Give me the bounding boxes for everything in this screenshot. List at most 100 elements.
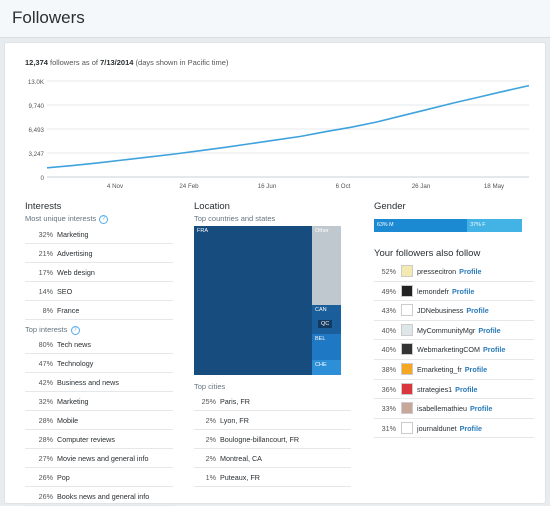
item-name: Boulogne-billancourt, FR	[220, 435, 300, 444]
item-name: Pop	[57, 473, 70, 482]
profile-link[interactable]: Profile	[482, 345, 506, 355]
list-item: 42% Business and news	[25, 373, 173, 392]
profile-link[interactable]: Profile	[466, 306, 489, 316]
item-percent: 27%	[38, 454, 53, 463]
list-item: 26% Books news and general info	[25, 487, 173, 506]
follow-item: 31% journaldunet Profile	[374, 419, 534, 439]
item-percent: 14%	[38, 287, 53, 296]
avatar[interactable]	[401, 362, 413, 375]
follow-percent: 31%	[381, 423, 396, 433]
item-percent: 80%	[38, 340, 53, 349]
item-percent: 21%	[38, 249, 53, 258]
help-icon[interactable]: ?	[70, 326, 80, 335]
avatar[interactable]	[401, 304, 413, 317]
unique-interests-list: 32% Marketing 21% Advertising 17% Web design 1…	[25, 225, 173, 320]
account-name[interactable]: lemondefr	[417, 286, 449, 296]
item-percent: 28%	[38, 435, 53, 444]
gender-title: Gender	[374, 201, 406, 212]
avatar[interactable]	[401, 421, 413, 434]
follow-percent: 38%	[381, 364, 396, 374]
item-name: Marketing	[57, 397, 89, 406]
y-tick-label: 0	[41, 175, 45, 182]
account-name[interactable]: isabellemathieu	[417, 404, 467, 414]
treemap-can[interactable]: CAN	[312, 305, 341, 319]
follow-item: 40% MyCommunityMgr Profile	[374, 321, 534, 341]
follow-percent: 36%	[381, 384, 396, 394]
item-percent: 2%	[205, 454, 216, 463]
account-name[interactable]: strategies1	[417, 384, 453, 394]
followers-summary: 12,374 followers as of 7/13/2014 (days s…	[25, 58, 228, 67]
location-treemap: FRA Other CAN QC BEL CHE	[194, 226, 341, 375]
account-name[interactable]: JDNebusiness	[417, 306, 464, 316]
help-icon[interactable]: ?	[99, 215, 109, 224]
profile-link[interactable]: Profile	[464, 364, 488, 374]
follow-item: 38% Emarketing_fr Profile	[374, 360, 534, 380]
avatar[interactable]	[401, 284, 413, 297]
item-name: Technology	[57, 359, 94, 368]
item-percent: 26%	[38, 492, 53, 501]
x-tick-label: 24 Feb	[179, 183, 199, 190]
follow-percent: 33%	[381, 404, 396, 414]
summary-note: (days shown in Pacific time)	[133, 58, 229, 67]
item-name: SEO	[57, 287, 73, 296]
account-name[interactable]: journaldunet	[417, 423, 457, 433]
item-name: Computer reviews	[57, 435, 115, 444]
treemap-qc[interactable]: QC	[318, 320, 333, 328]
followers-line-chart: 13.0K 9,740 6,493 3,247 0 4 Nov 24 Feb 16 Jun 6 …	[28, 79, 530, 190]
treemap-che[interactable]: CHE	[312, 360, 341, 375]
avatar[interactable]	[401, 382, 413, 395]
gender-bar: 63% M 37% F	[374, 219, 522, 232]
avatar[interactable]	[401, 402, 413, 415]
follow-percent: 40%	[381, 325, 396, 335]
treemap-other[interactable]: Other	[312, 226, 341, 305]
followers-series-line	[46, 84, 530, 169]
x-tick-label: 4 Nov	[107, 183, 124, 190]
also-follow-title: Your followers also follow	[374, 248, 481, 259]
unique-interests-label: Most unique interests?	[25, 214, 109, 224]
list-item: 28% Mobile	[25, 411, 173, 430]
profile-link[interactable]: Profile	[478, 325, 501, 335]
item-percent: 1%	[205, 473, 216, 482]
follower-count: 12,374	[25, 58, 48, 67]
profile-link[interactable]: Profile	[455, 384, 478, 394]
gender-female: 37% F	[467, 219, 522, 232]
item-name: Montreal, CA	[220, 454, 262, 463]
profile-link[interactable]: Profile	[459, 423, 482, 433]
x-tick-label: 6 Oct	[336, 183, 351, 190]
follow-item: 36% strategies1 Profile	[374, 380, 534, 400]
follow-item: 40% WebmarketingCOM Profile	[374, 340, 534, 360]
follow-item: 33% isabellemathieu Profile	[374, 399, 534, 419]
item-name: Books news and general info	[57, 492, 150, 501]
list-item: 32% Marketing	[25, 225, 173, 244]
page-header: Followers	[0, 0, 550, 38]
top-interests-label: Top interests?	[25, 325, 80, 335]
item-percent: 47%	[38, 359, 53, 368]
top-interests-list: 80% Tech news 47% Technology 42% Business and…	[25, 335, 173, 506]
treemap-fra[interactable]: FRA	[194, 226, 312, 375]
account-name[interactable]: Emarketing_fr	[417, 364, 462, 374]
profile-link[interactable]: Profile	[459, 267, 482, 276]
item-name: Tech news	[57, 340, 91, 349]
treemap-bel[interactable]: BEL	[312, 334, 341, 360]
account-name[interactable]: pressecitron	[417, 267, 457, 276]
avatar[interactable]	[401, 323, 413, 336]
summary-text: followers as of	[47, 58, 101, 67]
profile-link[interactable]: Profile	[469, 404, 493, 414]
followers-panel: 12,374 followers as of 7/13/2014 (days s…	[4, 42, 546, 506]
item-name: Mobile	[57, 416, 79, 425]
item-percent: 8%	[42, 306, 53, 315]
avatar[interactable]	[401, 265, 413, 277]
account-name[interactable]: MyCommunityMgr	[417, 325, 476, 335]
account-name[interactable]: WebmarketingCOM	[417, 345, 480, 355]
profile-link[interactable]: Profile	[451, 286, 475, 296]
list-item: 1% Puteaux, FR	[194, 468, 351, 487]
summary-date: 7/13/2014	[100, 58, 134, 67]
item-percent: 2%	[205, 416, 216, 425]
treemap-qc-wrap: QC	[312, 319, 341, 334]
item-percent: 26%	[38, 473, 53, 482]
list-item: 2% Montreal, CA	[194, 449, 351, 468]
item-name: Movie news and general info	[57, 454, 149, 463]
list-item: 25% Paris, FR	[194, 392, 351, 411]
x-tick-label: 16 Jun	[258, 183, 277, 190]
avatar[interactable]	[401, 343, 413, 356]
